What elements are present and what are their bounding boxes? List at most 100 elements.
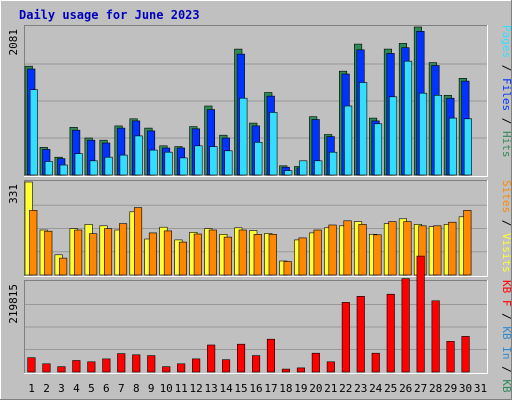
x-tick-label-28: 28: [429, 382, 442, 395]
panel-2-max-label: 331: [7, 184, 20, 204]
legend-part-1: Pages: [500, 25, 512, 58]
x-tick-label-31: 31: [474, 382, 487, 395]
bar-sites-day-10: [163, 230, 172, 276]
panel-3-max-label: 219815: [7, 284, 20, 324]
bar-kb-f-day-17: [266, 338, 276, 373]
legend-part-4: /: [500, 360, 512, 380]
x-tick-label-16: 16: [249, 382, 262, 395]
x-tick-label-4: 4: [73, 382, 80, 395]
x-tick-label-6: 6: [103, 382, 110, 395]
bar-sites-day-13: [208, 229, 217, 276]
bar-pages-day-28: [433, 95, 443, 176]
bar-kb-f-day-8: [132, 354, 141, 373]
bar-pages-day-23: [359, 82, 368, 176]
bar-sites-day-23: [358, 224, 367, 276]
x-tick-label-20: 20: [309, 382, 322, 395]
bar-sites-day-7: [119, 223, 128, 276]
bar-kb-f-day-2: [42, 363, 51, 373]
bar-kb-f-day-20: [311, 352, 320, 373]
bar-kb-f-day-30: [461, 336, 470, 373]
x-tick-label-15: 15: [234, 382, 247, 395]
bar-kb-f-day-14: [222, 359, 231, 373]
bar-kb-f-day-29: [446, 340, 455, 373]
legend-part-5: Hits: [500, 131, 512, 158]
bar-pages-day-5: [89, 160, 98, 176]
bar-sites-day-20: [313, 229, 322, 276]
bar-pages-day-30: [463, 118, 473, 176]
bar-kb-f-day-24: [371, 352, 380, 373]
bar-sites-day-8: [134, 207, 143, 276]
bar-sites-day-30: [463, 210, 472, 276]
bar-pages-day-10: [164, 151, 173, 176]
legend-part-3: Files: [500, 78, 512, 111]
bar-pages-day-18: [284, 170, 293, 176]
bar-kb-f-day-23: [356, 295, 365, 373]
x-tick-label-17: 17: [264, 382, 277, 395]
x-tick-label-25: 25: [384, 382, 397, 395]
bar-pages-day-17: [269, 112, 278, 176]
bar-kb-f-day-22: [341, 302, 350, 373]
bar-kb-f-day-1: [27, 357, 36, 373]
x-tick-label-2: 2: [43, 382, 50, 395]
x-tick-label-29: 29: [444, 382, 457, 395]
bar-pages-day-25: [388, 96, 398, 176]
bar-pages-day-21: [329, 151, 338, 176]
x-tick-label-19: 19: [294, 382, 307, 395]
x-tick-label-30: 30: [459, 382, 472, 395]
legend-part-5: KB Out: [500, 379, 512, 400]
bar-sites-day-28: [433, 225, 442, 276]
legend-part-2: /: [500, 58, 512, 78]
series-pages: [29, 60, 473, 176]
x-tick-label-23: 23: [354, 382, 367, 395]
bar-pages-day-3: [59, 164, 68, 176]
x-tick-label-13: 13: [204, 382, 217, 395]
bar-kb-f-day-25: [386, 293, 395, 373]
bar-pages-day-12: [194, 145, 203, 176]
bar-sites-day-22: [343, 220, 352, 276]
bar-sites-day-6: [104, 228, 113, 276]
bar-kb-f-day-13: [207, 344, 216, 373]
series-kb-f: [27, 255, 470, 373]
bar-kb-f-day-28: [431, 300, 440, 373]
bar-pages-day-13: [209, 146, 218, 176]
bar-sites-day-25: [388, 221, 397, 276]
legend-part-1: KB F: [500, 280, 512, 307]
x-tick-label-24: 24: [369, 382, 383, 395]
bar-kb-f-day-7: [117, 353, 126, 373]
x-tick-label-8: 8: [133, 382, 140, 395]
bar-pages-day-9: [149, 149, 158, 176]
legend-part-2: /: [500, 213, 512, 233]
x-tick-label-7: 7: [118, 382, 125, 395]
bar-pages-day-22: [344, 105, 353, 176]
bar-sites-day-15: [238, 229, 247, 276]
bar-kb-f-day-10: [162, 366, 171, 373]
bar-kb-f-day-16: [252, 355, 261, 373]
x-tick-labels: 1 2 3 4 5 6 7 8 9 10 11 12 13 14 15 16 17 18 19 20 21 22 23 24 2…: [28, 382, 487, 395]
x-tick-label-27: 27: [414, 382, 427, 395]
legend-part-3: KB In: [500, 326, 512, 359]
bar-kb-f-day-19: [296, 367, 306, 373]
legend-part-2: /: [500, 307, 512, 327]
bar-pages-day-7: [119, 154, 128, 176]
chart-title: Daily usage for June 2023: [19, 8, 200, 22]
bar-sites-day-2: [44, 230, 53, 276]
bar-pages-day-19: [299, 160, 308, 176]
bar-pages-day-15: [239, 97, 248, 176]
bar-pages-day-14: [224, 150, 233, 176]
bar-sites-day-3: [59, 257, 68, 276]
bar-sites-day-21: [328, 224, 337, 276]
bar-pages-day-29: [448, 117, 458, 176]
bar-pages-day-2: [44, 161, 53, 176]
panel-1-max-label: 2081: [7, 29, 20, 56]
panel-3-legend: KB F / KB In / KB Out: [500, 280, 512, 400]
bar-sites-day-24: [373, 234, 382, 276]
legend-part-1: Sites: [500, 180, 512, 213]
bar-kb-f-day-3: [57, 366, 66, 373]
bar-sites-day-5: [89, 233, 98, 276]
panel-3: 219815 KB F / KB In / KB Out: [7, 255, 512, 400]
x-tick-label-12: 12: [189, 382, 202, 395]
x-tick-label-5: 5: [88, 382, 95, 395]
bar-pages-day-26: [403, 60, 413, 176]
